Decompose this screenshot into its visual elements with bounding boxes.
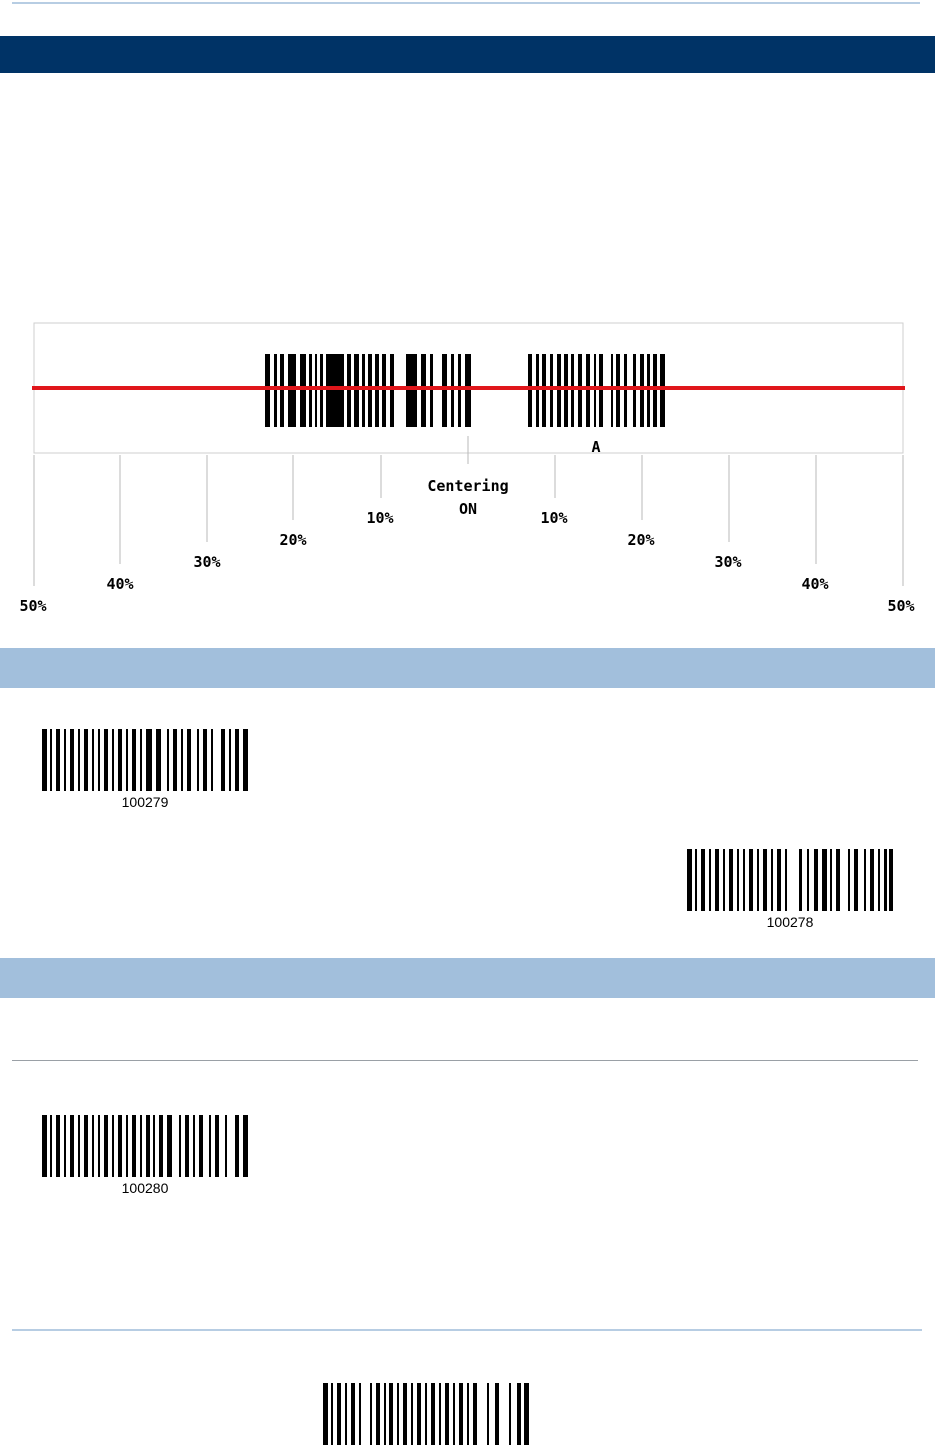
scale-ticks (33, 455, 904, 586)
centering-state-label: ON (459, 500, 477, 518)
top-rule (12, 2, 920, 4)
centering-diagram-svg: A Centering ON 10% 20% 30% 40% 50% 10% 2… (19, 322, 915, 615)
divider-rule (12, 1060, 918, 1061)
barcode-label: 100278 (766, 914, 814, 930)
barcode-label: 100280 (121, 1180, 169, 1196)
left-label-20: 20% (279, 531, 306, 549)
barcode-bars (42, 1115, 248, 1177)
right-label-50: 50% (887, 597, 914, 615)
centering-label: Centering (427, 477, 508, 495)
section-band (0, 648, 935, 688)
footer-rule (12, 1329, 922, 1331)
footer-barcode[interactable] (323, 1383, 529, 1445)
section-band (0, 958, 935, 998)
barcode-bars (323, 1383, 529, 1445)
left-label-50: 50% (19, 597, 46, 615)
diagram-barcode-left (265, 354, 471, 427)
left-label-10: 10% (366, 509, 393, 527)
centering-diagram: A Centering ON 10% 20% 30% 40% 50% 10% 2… (0, 316, 935, 626)
barcode-100278[interactable]: 100278 (687, 849, 893, 933)
right-label-10: 10% (540, 509, 567, 527)
diagram-barcode-right (528, 354, 665, 427)
barcode-bars (687, 849, 893, 911)
barcode-bars (42, 729, 248, 791)
left-label-30: 30% (193, 553, 220, 571)
right-label-30: 30% (714, 553, 741, 571)
section-header-bar (0, 36, 935, 73)
left-label-40: 40% (106, 575, 133, 593)
barcode-100280[interactable]: 100280 (42, 1115, 248, 1199)
barcode-char-label: A (591, 438, 600, 456)
barcode-label: 100279 (121, 794, 169, 810)
right-label-40: 40% (801, 575, 828, 593)
barcode-100279[interactable]: 100279 (42, 729, 248, 813)
right-label-20: 20% (627, 531, 654, 549)
